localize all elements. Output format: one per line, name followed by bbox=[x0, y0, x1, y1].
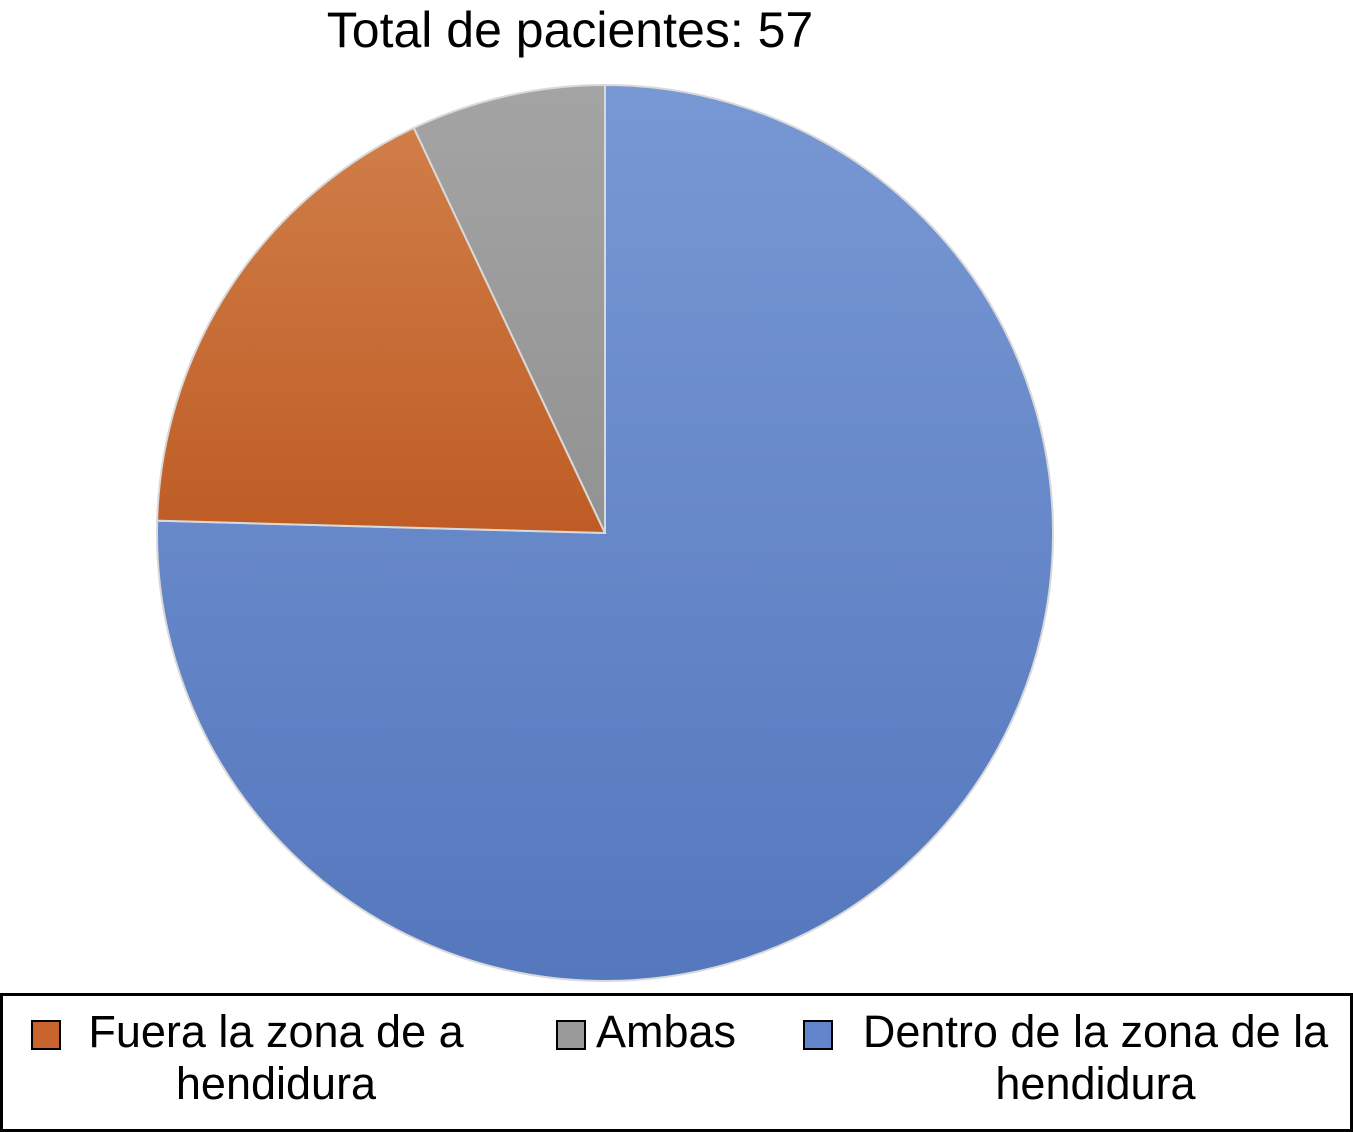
legend-item-fuera: Fuera la zona de a hendidura bbox=[31, 1006, 481, 1110]
legend-swatch-ambas bbox=[556, 1020, 586, 1050]
legend-label-fuera: Fuera la zona de a hendidura bbox=[88, 1006, 464, 1109]
pie-slice-fuera bbox=[156, 126, 607, 535]
legend-label-ambas: Ambas bbox=[596, 1006, 737, 1057]
legend-label-dentro: Dentro de la zona de la hendidura bbox=[862, 1006, 1329, 1109]
pie-chart bbox=[156, 83, 1054, 982]
legend-item-dentro: Dentro de la zona de la hendidura bbox=[803, 1006, 1348, 1110]
legend-swatch-dentro bbox=[803, 1020, 833, 1050]
pie-slice-ambas bbox=[412, 83, 606, 534]
chart-title: Total de pacientes: 57 bbox=[326, 2, 814, 58]
legend: Fuera la zona de a hendidura Ambas Dentr… bbox=[0, 993, 1353, 1132]
legend-swatch-fuera bbox=[31, 1020, 61, 1050]
legend-item-ambas: Ambas bbox=[556, 1006, 736, 1058]
